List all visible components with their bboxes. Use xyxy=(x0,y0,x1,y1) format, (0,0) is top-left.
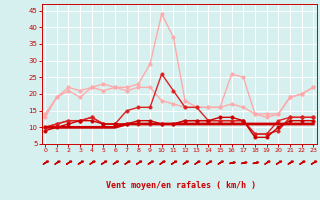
Text: Vent moyen/en rafales ( km/h ): Vent moyen/en rafales ( km/h ) xyxy=(106,182,256,190)
